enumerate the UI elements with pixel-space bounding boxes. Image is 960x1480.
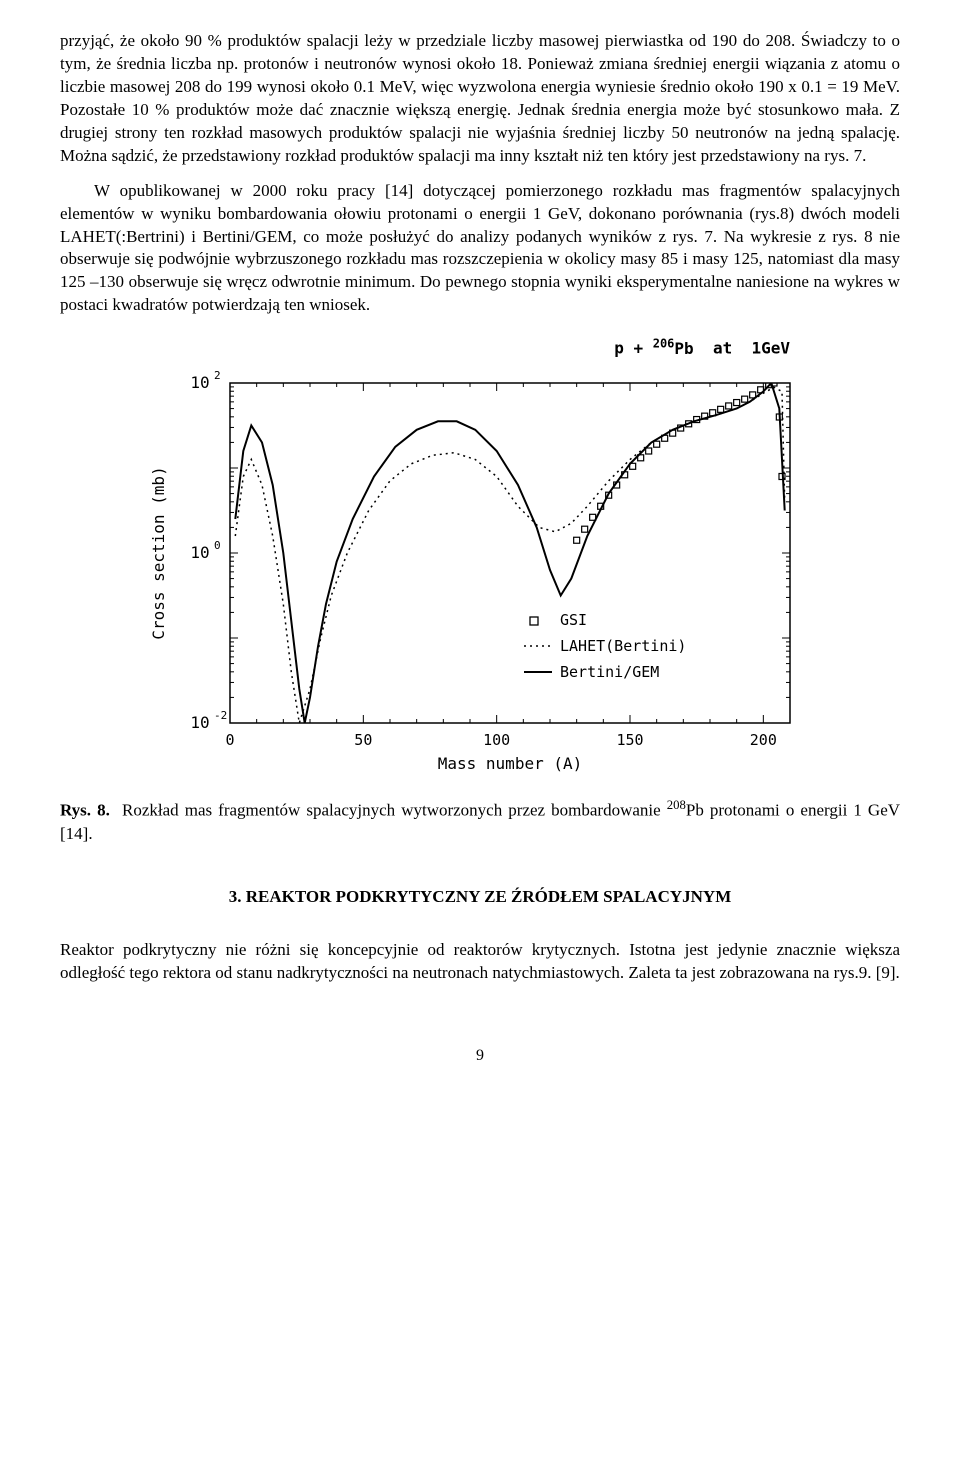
section-3-heading: 3. REAKTOR PODKRYTYCZNY ZE ŹRÓDŁEM SPALA… bbox=[60, 886, 900, 909]
svg-text:LAHET(Bertini): LAHET(Bertini) bbox=[560, 637, 686, 655]
paragraph-2: W opublikowanej w 2000 roku pracy [14] d… bbox=[60, 180, 900, 318]
svg-text:50: 50 bbox=[354, 731, 372, 749]
svg-text:Mass number (A): Mass number (A) bbox=[438, 754, 583, 773]
svg-text:2: 2 bbox=[214, 369, 221, 382]
figure-8-caption: Rys. 8. Rozkład mas fragmentów spalacyjn… bbox=[60, 797, 900, 846]
svg-text:200: 200 bbox=[750, 731, 777, 749]
svg-text:Cross section (mb): Cross section (mb) bbox=[149, 466, 168, 639]
chart-svg: 05010015020010-2100102Mass number (A)Cro… bbox=[130, 363, 830, 783]
caption-label: Rys. 8. bbox=[60, 801, 110, 820]
paragraph-3: Reaktor podkrytyczny nie różni się konce… bbox=[60, 939, 900, 985]
svg-text:-2: -2 bbox=[214, 709, 227, 722]
svg-text:150: 150 bbox=[616, 731, 643, 749]
caption-text: Rozkład mas fragmentów spalacyjnych wytw… bbox=[122, 801, 667, 820]
svg-text:Bertini/GEM: Bertini/GEM bbox=[560, 663, 659, 681]
svg-text:100: 100 bbox=[483, 731, 510, 749]
svg-text:10: 10 bbox=[190, 713, 209, 732]
svg-text:10: 10 bbox=[190, 373, 209, 392]
figure-8-chart: p + 206Pb at 1GeV 05010015020010-2100102… bbox=[60, 335, 900, 783]
caption-sup: 208 bbox=[667, 798, 686, 812]
svg-text:0: 0 bbox=[225, 731, 234, 749]
svg-text:0: 0 bbox=[214, 539, 221, 552]
svg-text:GSI: GSI bbox=[560, 611, 587, 629]
paragraph-1: przyjąć, że około 90 % produktów spalacj… bbox=[60, 30, 900, 168]
svg-text:10: 10 bbox=[190, 543, 209, 562]
page-number: 9 bbox=[60, 1045, 900, 1067]
chart-title: p + 206Pb at 1GeV bbox=[60, 335, 900, 359]
